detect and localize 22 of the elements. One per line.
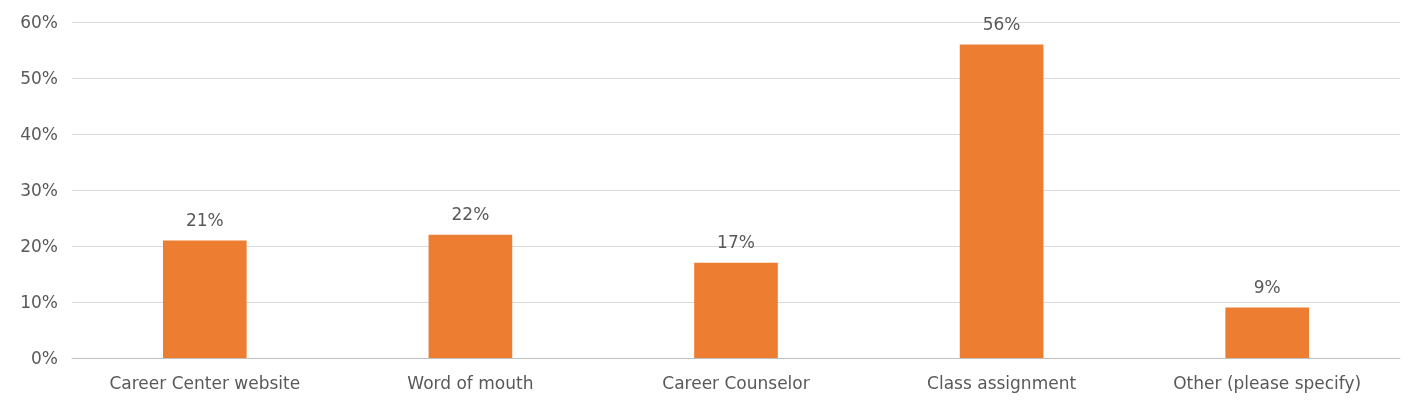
data-label: 22% [451,204,490,225]
bar [694,262,778,358]
x-tick-label: Word of mouth [407,372,534,393]
x-tick-label: Career Center website [109,372,301,393]
y-tick-label: 0% [31,348,58,368]
y-tick-label: 30% [20,180,58,200]
bar [1225,307,1310,358]
bar [959,44,1044,358]
bar [428,234,513,358]
y-tick-label: 40% [20,124,58,144]
data-label: 9% [1253,277,1281,298]
data-label: 56% [982,13,1021,34]
x-tick-label: Class assignment [927,372,1077,393]
data-label: 21% [185,209,224,230]
data-label: 17% [717,232,755,253]
bar [162,240,247,358]
x-tick-label: Career Counselor [662,372,810,393]
y-tick-label: 20% [20,236,58,256]
x-tick-label: Other (please specify) [1173,372,1362,393]
y-tick-label: 50% [20,68,58,88]
y-tick-label: 10% [20,292,58,312]
y-tick-label: 60% [20,12,58,32]
